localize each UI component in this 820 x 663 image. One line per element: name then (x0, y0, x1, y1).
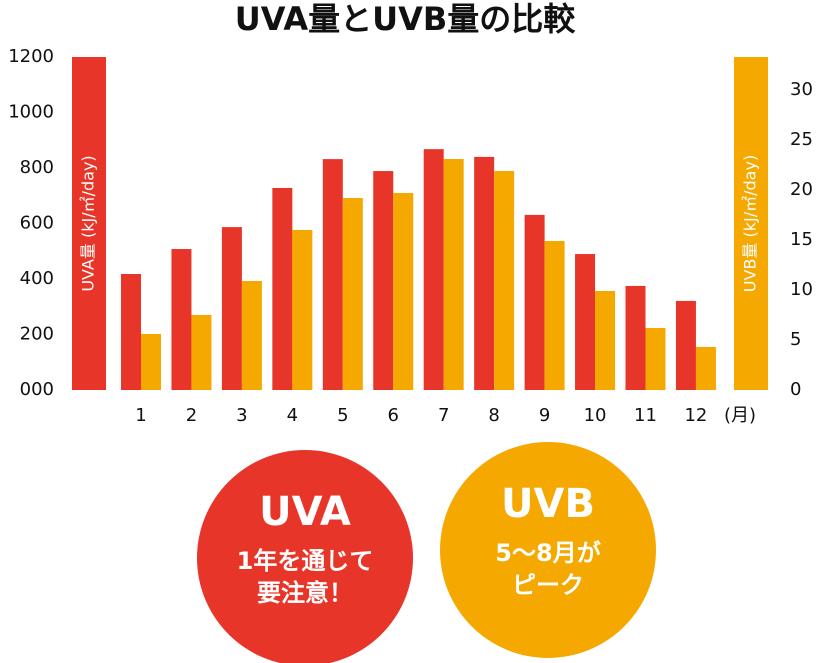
x-tick-label: 7 (438, 405, 449, 426)
callout-text: ピーク (512, 571, 584, 599)
callout-circle (197, 450, 413, 663)
x-tick-label: 1 (135, 405, 146, 426)
y2-tick-label: 10 (790, 279, 813, 300)
bar (695, 347, 716, 390)
bar (423, 149, 444, 390)
bar (171, 249, 192, 390)
y-axis-band (72, 57, 106, 390)
y2-tick-label: 0 (790, 379, 801, 400)
bar (221, 227, 242, 390)
y-tick-label: 400 (20, 268, 54, 289)
y2-tick-label: 15 (790, 229, 813, 250)
bar (575, 254, 596, 390)
bar (675, 300, 696, 390)
y-tick-label: 1000 (8, 102, 54, 123)
x-tick-label: 8 (488, 405, 499, 426)
chart-title: UVA量とUVB量の比較 (235, 0, 576, 38)
bar (645, 328, 666, 390)
bar (544, 241, 565, 390)
x-tick-label: 11 (634, 405, 657, 426)
y-axis-label: UVA量 (kJ/㎡/day) (79, 155, 98, 291)
y2-tick-label: 25 (790, 129, 813, 150)
callout-title: UVA (259, 489, 351, 535)
y2-axis-band (734, 57, 768, 390)
x-tick-label: 4 (287, 405, 298, 426)
bar (494, 171, 515, 390)
x-tick-label: 9 (539, 405, 550, 426)
bar (292, 230, 313, 390)
bar (524, 214, 545, 390)
callout-text: 1年を通じて (237, 547, 374, 575)
y-tick-label: 1200 (8, 46, 54, 67)
bar (191, 315, 212, 390)
bar (322, 159, 343, 390)
callout-text: 5〜8月が (495, 539, 600, 567)
y2-tick-label: 5 (790, 329, 801, 350)
y-tick-label: 600 (20, 213, 54, 234)
bar (443, 159, 464, 390)
y2-tick-label: 20 (790, 179, 813, 200)
bar (625, 285, 646, 390)
y-tick-label: 000 (20, 379, 54, 400)
bar (474, 156, 495, 390)
y-tick-label: 800 (20, 157, 54, 178)
y2-axis-label: UVB量 (kJ/㎡/day) (741, 155, 760, 292)
y2-tick-label: 30 (790, 79, 813, 100)
bar (342, 198, 363, 390)
bar (241, 281, 262, 390)
bar (272, 187, 293, 390)
x-tick-label: 5 (337, 405, 348, 426)
callout-circle (440, 442, 656, 658)
x-tick-label: 12 (684, 405, 707, 426)
bar (595, 291, 616, 390)
bar (393, 193, 414, 390)
x-tick-label: 6 (388, 405, 399, 426)
x-tick-label: 2 (186, 405, 197, 426)
callout-text: 要注意！ (257, 579, 353, 607)
bar (121, 274, 141, 390)
x-tick-label: 3 (236, 405, 247, 426)
bar (373, 171, 394, 390)
bar (141, 334, 161, 390)
x-axis-label: (月) (724, 405, 756, 426)
y-tick-label: 200 (20, 324, 54, 345)
callout-title: UVB (501, 481, 595, 527)
x-tick-label: 10 (584, 405, 607, 426)
